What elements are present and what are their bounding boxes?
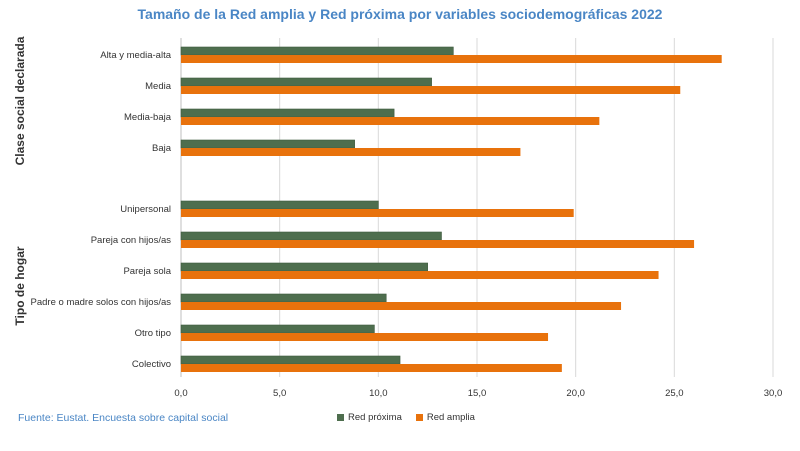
category-label: Media-baja <box>124 112 172 123</box>
legend-label-red-amplia: Red amplia <box>426 412 475 423</box>
chart-title: Tamaño de la Red amplia y Red próxima po… <box>137 6 663 22</box>
bar-red-proxima <box>180 46 454 56</box>
category-label: Padre o madre solos con hijos/as <box>31 297 172 308</box>
bar-red-amplia <box>181 271 659 279</box>
category-label: Otro tipo <box>135 328 171 339</box>
legend-item-red-amplia: Red amplia <box>415 412 475 423</box>
bar-red-proxima <box>180 231 442 241</box>
category-label: Colectivo <box>132 359 171 370</box>
bar-red-proxima <box>180 139 355 149</box>
group-label-tipo-hogar: Tipo de hogar <box>13 246 27 325</box>
bar-red-amplia <box>181 364 562 372</box>
x-tick-label: 20,0 <box>566 388 585 399</box>
category-label: Pareja con hijos/as <box>91 235 172 246</box>
bar-red-proxima <box>180 293 387 303</box>
category-label: Baja <box>152 143 172 154</box>
group-label-clase-social: Clase social declarada <box>13 36 27 165</box>
x-tick-label: 5,0 <box>273 388 286 399</box>
bar-red-amplia <box>181 117 600 125</box>
bar-red-amplia <box>181 148 521 156</box>
x-tick-label: 0,0 <box>174 388 187 399</box>
x-tick-label: 10,0 <box>369 388 388 399</box>
legend-label-red-proxima: Red próxima <box>348 412 402 423</box>
x-tick-label: 15,0 <box>468 388 487 399</box>
bar-red-amplia <box>181 86 681 94</box>
category-label: Pareja sola <box>123 266 171 277</box>
bar-red-proxima <box>180 262 428 272</box>
bar-red-proxima <box>180 324 375 334</box>
source-note: Fuente: Eustat. Encuesta sobre capital s… <box>18 412 229 424</box>
bar-red-proxima <box>180 108 395 118</box>
category-label: Alta y media-alta <box>100 50 171 61</box>
legend-swatch-red-amplia <box>415 414 423 421</box>
legend: Red próxima Red amplia <box>337 412 475 423</box>
bar-red-amplia <box>181 302 622 310</box>
category-label: Media <box>145 81 172 92</box>
category-label: Unipersonal <box>120 204 171 215</box>
bar-red-proxima <box>180 77 432 87</box>
x-tick-label: 25,0 <box>665 388 684 399</box>
bar-red-amplia <box>181 209 574 217</box>
bar-red-proxima <box>180 355 401 365</box>
x-tick-label: 30,0 <box>764 388 783 399</box>
bar-red-proxima <box>180 200 379 210</box>
bar-red-amplia <box>181 240 695 248</box>
legend-item-red-proxima: Red próxima <box>337 412 402 423</box>
legend-swatch-red-proxima <box>337 414 344 421</box>
bar-red-amplia <box>181 55 722 63</box>
bar-red-amplia <box>181 333 549 341</box>
